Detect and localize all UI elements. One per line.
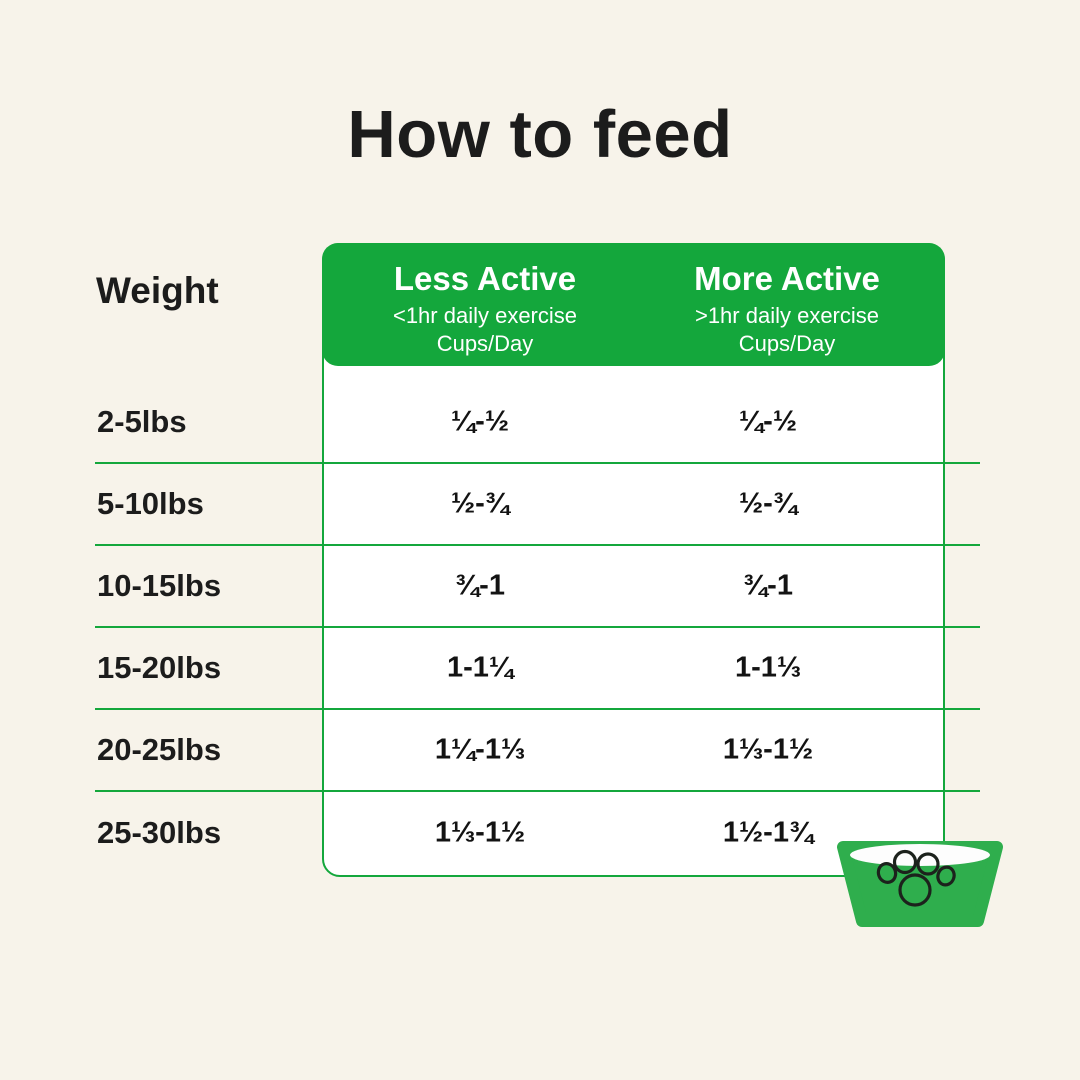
less-active-subtitle: <1hr daily exercise [392,303,578,328]
more-active-subtitle: >1hr daily exercise [694,303,880,328]
column-header-less-active: Less Active <1hr daily exercise Cups/Day [350,259,620,358]
less-active-cell: ¾-1 [455,569,505,602]
less-active-cell: 1⅓-1½ [434,816,526,849]
paw-print-icon [876,849,956,907]
more-active-unit: Cups/Day [738,331,836,356]
more-active-cell: ¼-½ [738,405,798,438]
table-body: 2-5lbs ¼-½ ¼-½ 5-10lbs ½-¾ ½-¾ 10-15lbs … [95,382,980,874]
more-active-cell: ½-¾ [738,487,798,520]
weight-column-header: Weight [96,270,219,311]
bowl-rim [850,844,990,866]
weight-cell: 25-30lbs [97,815,222,850]
more-active-title: More Active [694,260,880,297]
less-active-unit: Cups/Day [436,331,534,356]
table-row: 20-25lbs 1¼-1⅓ 1⅓-1½ [95,710,980,792]
less-active-title: Less Active [393,260,577,297]
less-active-cell: 1¼-1⅓ [434,733,526,766]
less-active-cell: 1-1¼ [446,651,514,684]
weight-cell: 5-10lbs [97,486,204,521]
table-header: Less Active <1hr daily exercise Cups/Day… [322,243,945,366]
weight-cell: 2-5lbs [97,404,187,439]
table-row: 25-30lbs 1⅓-1½ 1½-1¾ [95,792,980,874]
weight-cell: 20-25lbs [97,732,222,767]
column-header-more-active: More Active >1hr daily exercise Cups/Day [652,259,922,358]
less-active-cell: ¼-½ [450,405,510,438]
table-row: 15-20lbs 1-1¼ 1-1⅓ [95,628,980,710]
table-row: 2-5lbs ¼-½ ¼-½ [95,382,980,464]
table-row: 10-15lbs ¾-1 ¾-1 [95,546,980,628]
more-active-cell: 1½-1¾ [722,816,814,849]
page-title: How to feed [347,97,733,172]
table-row: 5-10lbs ½-¾ ½-¾ [95,464,980,546]
more-active-cell: 1⅓-1½ [722,733,814,766]
more-active-cell: ¾-1 [743,569,793,602]
more-active-cell: 1-1⅓ [734,651,802,684]
less-active-cell: ½-¾ [450,487,510,520]
weight-cell: 15-20lbs [97,650,222,685]
dog-bowl-icon [837,841,1003,927]
weight-cell: 10-15lbs [97,568,222,603]
